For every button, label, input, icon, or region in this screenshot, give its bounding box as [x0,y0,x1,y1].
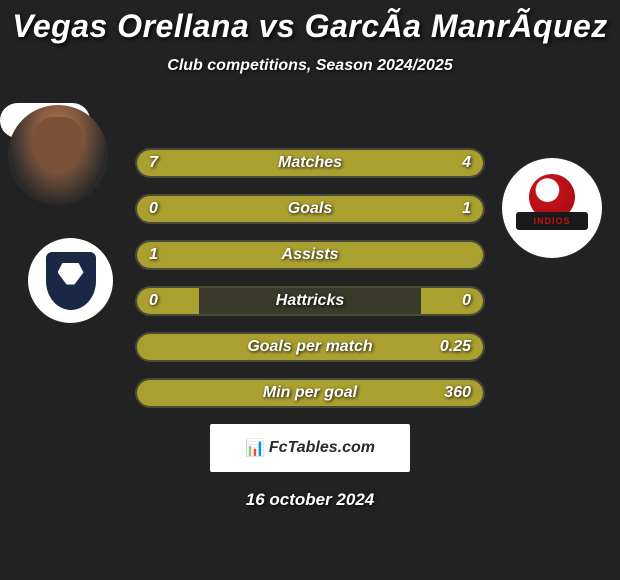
bar-value-left: 0 [149,292,158,310]
credit-icon: 📊 [245,438,265,458]
bar-value-right: 0 [462,292,471,310]
bar-fill-left [137,288,199,314]
club-right-badge: INDIOS [502,158,602,258]
date-text: 16 october 2024 [0,490,620,510]
bar-label: Matches [278,154,342,172]
bar-label: Goals per match [247,338,372,356]
content-area: INDIOS Matches 7 4 Goals 0 1 Assists 1 Hattricks… [0,103,620,510]
credit-text: FcTables.com [269,439,375,457]
stat-bar-row: Hattricks 0 0 [135,286,485,316]
club-left-shield-icon [46,252,96,310]
stat-bars: Matches74Goals01Assists1Hattricks00Goals… [135,138,485,408]
club-left-badge [28,238,113,323]
bar-value-right: 1 [462,200,471,218]
credit-box: 📊 FcTables.com [210,424,410,472]
infographic-container: Vegas Orellana vs GarcÃa ManrÃquez Club … [0,0,620,580]
subtitle: Club competitions, Season 2024/2025 [0,57,620,75]
stat-bar-row: Matches 7 4 [135,148,485,178]
bar-label: Assists [282,246,339,264]
bar-label: Hattricks [276,292,344,310]
stat-bar-row: Goals 0 1 [135,194,485,224]
player-left-avatar [8,105,108,205]
club-right-inner: INDIOS [516,172,588,244]
club-right-banner: INDIOS [516,212,588,230]
stat-bar-row: Goals per match 0.25 [135,332,485,362]
bar-value-right: 4 [462,154,471,172]
bar-value-left: 0 [149,200,158,218]
stat-bar-row: Min per goal 360 [135,378,485,408]
bar-value-right: 0.25 [440,338,471,356]
bar-label: Min per goal [263,384,357,402]
bar-label: Goals [288,200,332,218]
bar-value-left: 1 [149,246,158,264]
bar-value-left: 7 [149,154,158,172]
bar-fill-right [421,288,483,314]
stat-bar-row: Assists 1 [135,240,485,270]
bar-value-right: 360 [444,384,471,402]
page-title: Vegas Orellana vs GarcÃa ManrÃquez [0,8,620,45]
